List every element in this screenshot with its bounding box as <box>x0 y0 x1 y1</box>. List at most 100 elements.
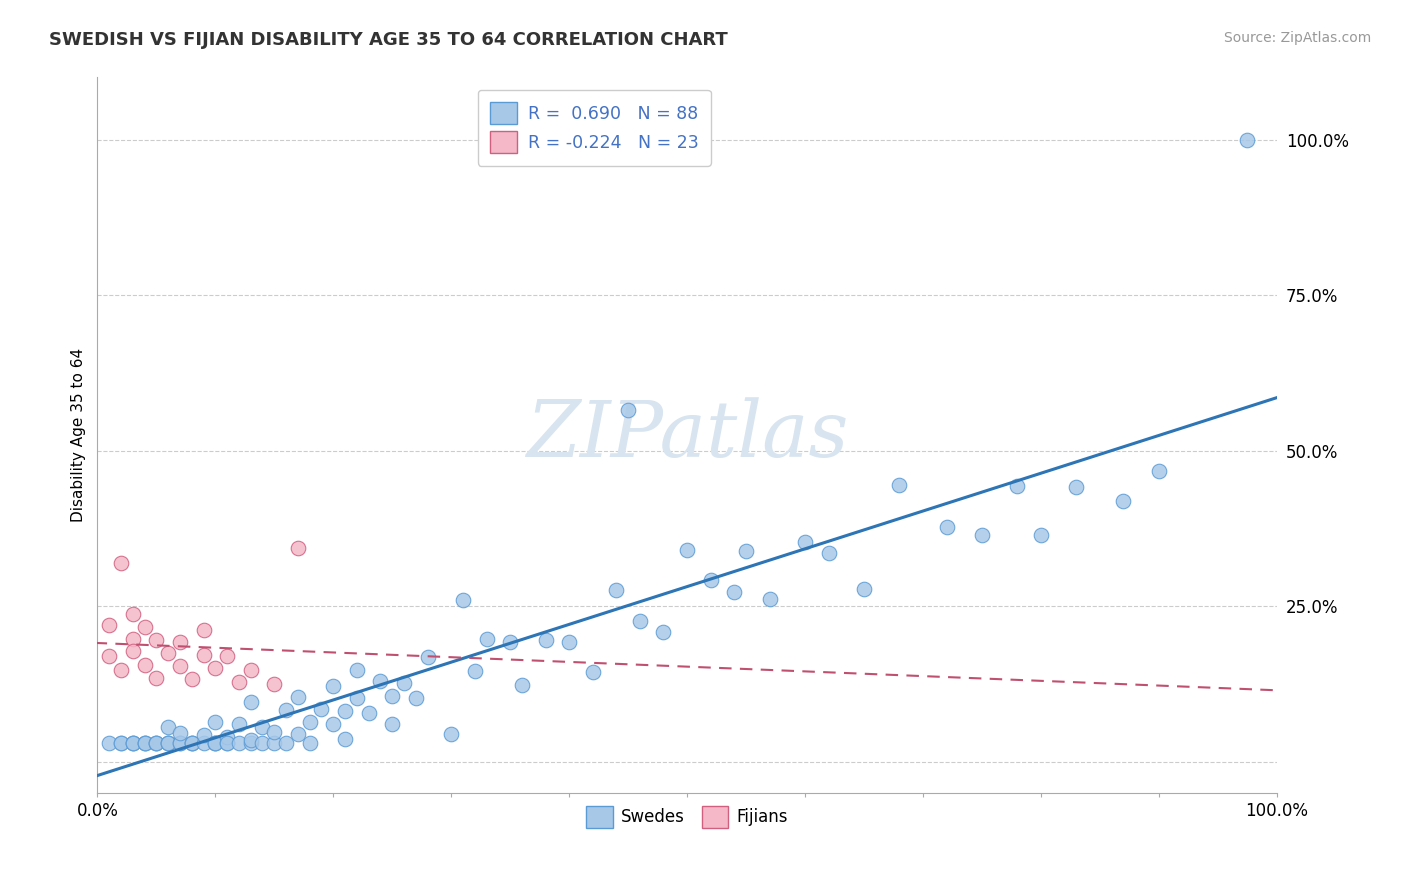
Point <box>217 731 239 745</box>
Point <box>935 519 957 533</box>
Point <box>758 592 780 607</box>
Point <box>287 541 309 556</box>
Point <box>451 593 474 607</box>
Point <box>274 736 297 750</box>
Point <box>464 664 486 678</box>
Point <box>346 690 368 705</box>
Point <box>723 584 745 599</box>
Point <box>311 701 333 715</box>
Point <box>121 736 143 750</box>
Point <box>298 714 321 729</box>
Point <box>239 736 262 750</box>
Point <box>1029 528 1052 542</box>
Point <box>735 543 758 558</box>
Point <box>145 633 167 648</box>
Point <box>145 736 167 750</box>
Point <box>193 736 215 750</box>
Point <box>145 736 167 750</box>
Point <box>169 736 191 750</box>
Point <box>98 649 121 664</box>
Point <box>157 721 180 735</box>
Point <box>134 736 156 750</box>
Point <box>475 632 498 647</box>
Point <box>134 736 156 750</box>
Point <box>287 690 309 705</box>
Point <box>357 706 380 720</box>
Point <box>628 614 651 628</box>
Point <box>193 624 215 638</box>
Point <box>1112 493 1135 508</box>
Point <box>239 663 262 677</box>
Point <box>252 720 274 734</box>
Y-axis label: Disability Age 35 to 64: Disability Age 35 to 64 <box>72 348 86 522</box>
Text: ZIPatlas: ZIPatlas <box>526 397 848 473</box>
Point <box>193 648 215 663</box>
Point <box>228 717 250 731</box>
Point <box>121 736 143 750</box>
Point <box>534 633 557 648</box>
Point <box>405 691 427 706</box>
Point <box>157 736 180 750</box>
Point <box>169 736 191 750</box>
Point <box>1007 479 1029 493</box>
Point <box>817 546 839 560</box>
Point <box>370 674 392 689</box>
Point <box>169 659 191 673</box>
Point <box>180 736 202 750</box>
Point <box>217 649 239 664</box>
Point <box>110 736 132 750</box>
Point <box>440 727 463 741</box>
Point <box>333 704 356 718</box>
Point <box>346 663 368 677</box>
Point <box>134 657 156 672</box>
Text: Source: ZipAtlas.com: Source: ZipAtlas.com <box>1223 31 1371 45</box>
Point <box>121 607 143 622</box>
Point <box>274 703 297 717</box>
Point <box>134 736 156 750</box>
Point <box>110 556 132 570</box>
Point <box>416 650 439 665</box>
Point <box>145 671 167 685</box>
Point <box>157 736 180 750</box>
Point <box>157 736 180 750</box>
Point <box>298 736 321 750</box>
Point <box>381 717 404 731</box>
Point <box>98 736 121 750</box>
Point <box>1064 480 1087 494</box>
Point <box>180 736 202 750</box>
Point <box>252 736 274 750</box>
Point <box>121 736 143 750</box>
Point <box>499 634 522 648</box>
Legend: Swedes, Fijians: Swedes, Fijians <box>579 799 794 834</box>
Point <box>333 731 356 746</box>
Point <box>322 679 344 693</box>
Point <box>180 736 202 750</box>
Point <box>204 736 226 750</box>
Point <box>204 715 226 730</box>
Text: SWEDISH VS FIJIAN DISABILITY AGE 35 TO 64 CORRELATION CHART: SWEDISH VS FIJIAN DISABILITY AGE 35 TO 6… <box>49 31 728 49</box>
Point <box>204 736 226 750</box>
Point <box>98 618 121 632</box>
Point <box>263 677 285 691</box>
Point <box>121 632 143 646</box>
Point <box>287 727 309 741</box>
Point <box>322 716 344 731</box>
Point <box>217 736 239 750</box>
Point <box>217 736 239 750</box>
Point <box>699 573 721 587</box>
Point <box>145 736 167 750</box>
Point <box>169 726 191 740</box>
Point <box>889 478 911 492</box>
Point <box>134 620 156 634</box>
Point <box>110 736 132 750</box>
Point <box>110 663 132 677</box>
Point <box>853 582 876 597</box>
Point <box>263 736 285 750</box>
Point <box>239 732 262 747</box>
Point <box>263 725 285 739</box>
Point <box>204 661 226 675</box>
Point <box>676 543 699 558</box>
Point <box>381 690 404 704</box>
Point <box>605 583 627 598</box>
Point <box>617 402 640 417</box>
